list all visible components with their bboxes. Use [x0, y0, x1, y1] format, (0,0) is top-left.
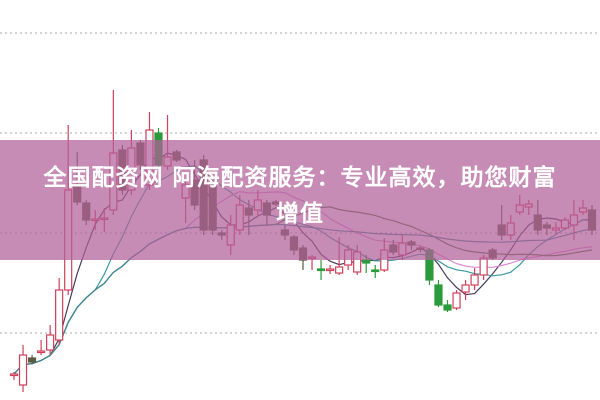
candle-down [443, 304, 452, 311]
candle-up [36, 350, 46, 354]
candle-up [9, 373, 19, 377]
candle-up [335, 266, 344, 274]
candle-down [27, 357, 37, 363]
candle-down [434, 284, 443, 306]
banner-title: 全国配资网 阿海配资服务：专业高效，助您财富 增值 [0, 160, 600, 232]
candle-up [55, 289, 64, 341]
candle-up [46, 334, 55, 351]
candle-up [470, 274, 479, 286]
banner-line-2: 增值 [276, 201, 324, 227]
banner-line-1: 全国配资网 阿海配资服务：专业高效，助您财富 [43, 165, 557, 191]
candle-down [316, 268, 326, 272]
candle-up [461, 284, 470, 293]
title-banner [0, 140, 600, 260]
candle-up [18, 354, 28, 386]
candle-up [325, 268, 335, 272]
candle-down [362, 259, 371, 264]
candle-up [452, 292, 461, 309]
candle-up [479, 257, 488, 276]
candle-down [371, 269, 380, 273]
